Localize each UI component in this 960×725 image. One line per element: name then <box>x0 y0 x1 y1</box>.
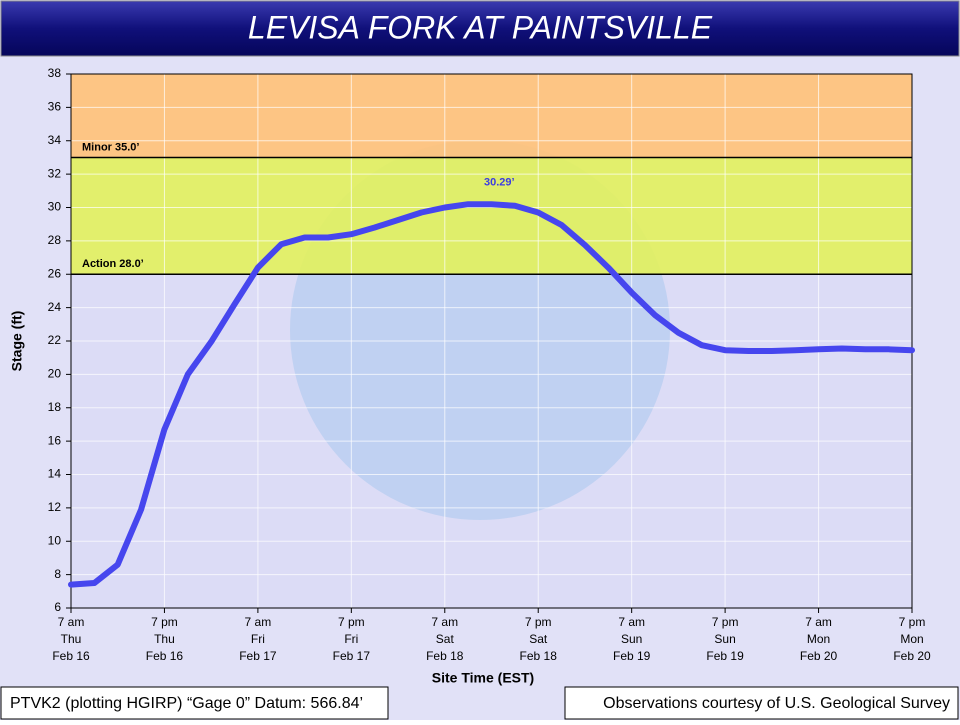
y-tick-label: 10 <box>48 533 62 547</box>
threshold-band <box>71 157 912 275</box>
x-tick-label: Feb 19 <box>613 649 651 663</box>
threshold-band <box>71 74 912 158</box>
x-tick-label: Feb 16 <box>146 649 184 663</box>
x-tick-label: Feb 18 <box>426 649 464 663</box>
x-tick-label: Feb 20 <box>800 649 838 663</box>
footer-left: PTVK2 (plotting HGIRP) “Gage 0” Datum: 5… <box>10 695 363 712</box>
header-bar <box>0 0 960 57</box>
footer-left-box <box>0 686 389 720</box>
y-tick-label: 12 <box>48 500 62 514</box>
peak-label: 30.29’ <box>484 177 515 189</box>
y-tick-label: 16 <box>48 433 62 447</box>
x-tick-label: Sat <box>436 632 455 646</box>
x-tick-label: 7 am <box>618 615 645 629</box>
x-tick-label: Feb 16 <box>52 649 90 663</box>
x-tick-label: Mon <box>900 632 923 646</box>
y-tick-label: 22 <box>48 333 62 347</box>
footer-right-box <box>564 686 959 720</box>
y-tick-label: 32 <box>48 166 62 180</box>
x-tick-label: Fri <box>344 632 358 646</box>
y-tick-label: 38 <box>48 66 62 80</box>
x-tick-label: 7 am <box>58 615 85 629</box>
x-tick-label: Mon <box>807 632 830 646</box>
x-tick-label: Sun <box>714 632 735 646</box>
x-tick-label: Sun <box>621 632 642 646</box>
plot-area: 6 8 10 12 14 16 18 20 22 24 26 28 30 32 34 36 38 7 am Thu F… <box>48 66 931 663</box>
threshold-label: Minor 35.0’ <box>82 141 139 153</box>
y-tick-label: 26 <box>48 266 62 280</box>
x-tick-label: Sat <box>529 632 548 646</box>
footer-right: Observations courtesy of U.S. Geological… <box>603 695 950 712</box>
y-tick-label: 34 <box>48 133 62 147</box>
y-tick-label: 20 <box>48 367 62 381</box>
x-tick-label: 7 pm <box>712 615 739 629</box>
y-tick-label: 6 <box>54 600 61 614</box>
y-tick-label: 30 <box>48 200 62 214</box>
threshold-label: Action 28.0’ <box>82 258 144 270</box>
y-tick-label: 24 <box>48 300 62 314</box>
x-tick-label: Thu <box>61 632 82 646</box>
x-tick-label: Feb 19 <box>706 649 744 663</box>
x-tick-label: Feb 17 <box>333 649 371 663</box>
y-tick-label: 8 <box>54 567 61 581</box>
x-tick-label: 7 pm <box>525 615 552 629</box>
x-tick-label: 7 am <box>805 615 832 629</box>
y-tick-label: 14 <box>48 467 62 481</box>
x-tick-label: 7 pm <box>151 615 178 629</box>
x-tick-label: Thu <box>154 632 175 646</box>
x-tick-label: Feb 17 <box>239 649 277 663</box>
series-line <box>68 201 915 588</box>
y-tick-label: 28 <box>48 233 62 247</box>
x-tick-label: Fri <box>251 632 265 646</box>
plot-border <box>70 73 913 609</box>
x-tick-label: 7 pm <box>338 615 365 629</box>
x-tick-label: 7 pm <box>899 615 926 629</box>
x-tick-label: Feb 18 <box>520 649 558 663</box>
y-tick-label: 18 <box>48 400 62 414</box>
x-tick-label: Feb 20 <box>893 649 931 663</box>
x-axis-label: Site Time (EST) <box>432 670 534 686</box>
y-axis-label: Stage (ft) <box>9 311 25 372</box>
chart-title: LEVISA FORK AT PAINTSVILLE <box>248 9 713 45</box>
x-tick-label: 7 am <box>431 615 458 629</box>
y-tick-label: 36 <box>48 100 62 114</box>
x-tick-label: 7 am <box>245 615 272 629</box>
